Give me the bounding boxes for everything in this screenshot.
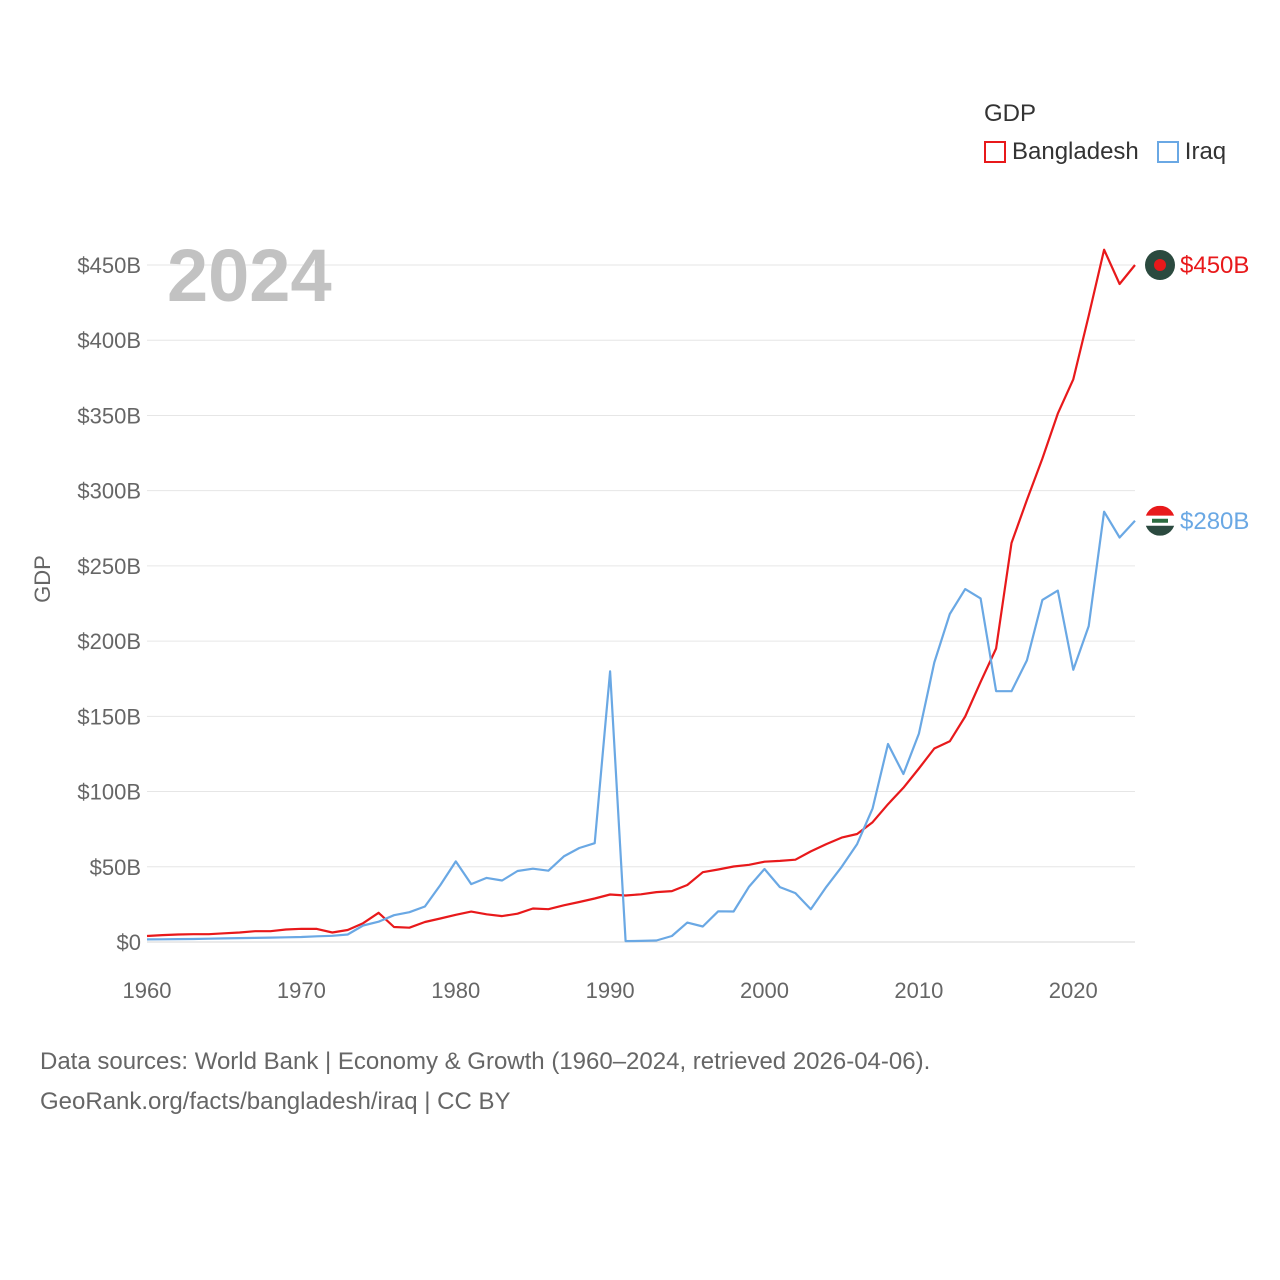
bangladesh-flag-disc [1154,259,1166,271]
attribution-link[interactable]: GeoRank.org/facts/bangladesh/iraq | CC B… [40,1088,511,1115]
y-tick-label: $0 [117,930,141,955]
x-tick-label: 2000 [740,978,789,1003]
x-tick-label: 1980 [431,978,480,1003]
x-axis-ticks: 1960 1970 1980 1990 2000 2010 2020 [123,978,1098,1003]
y-tick-label: $200B [77,629,141,654]
y-tick-label: $50B [90,855,141,880]
end-marker-iraq: $280B [1145,505,1249,536]
legend-item-bangladesh[interactable]: Bangladesh [984,138,1139,166]
legend-label-iraq: Iraq [1184,138,1227,165]
y-tick-label: $150B [77,704,141,729]
series-lines [146,248,1136,943]
x-tick-label: 2010 [894,978,943,1003]
end-value-label-iraq: $280B [1180,508,1249,535]
x-tick-label: 2020 [1049,978,1098,1003]
iraq-flag-icon [1145,505,1175,536]
series-end-labels: $450B $280B [1145,250,1249,536]
y-axis-ticks: $0 $50B $100B $150B $200B $250B $300B $350B $400… [77,253,141,955]
legend-swatch-bangladesh [984,141,1006,163]
legend: GDP Bangladesh Iraq [984,100,1226,166]
y-tick-label: $300B [77,479,141,504]
x-tick-label: 1960 [123,978,172,1003]
x-tick-label: 1990 [586,978,635,1003]
y-tick-label: $400B [77,328,141,353]
legend-swatch-iraq [1156,141,1179,163]
grid-lines [147,264,1135,943]
data-source-note: Data sources: World Bank | Economy & Gro… [40,1048,931,1075]
y-tick-label: $100B [77,780,141,805]
y-tick-label: $350B [77,403,141,428]
legend-item-iraq[interactable]: Iraq [1156,138,1227,166]
series-line-iraq [146,510,1136,943]
end-marker-bangladesh: $450B [1145,250,1249,280]
y-axis-label: GDP [30,555,55,603]
x-tick-label: 1970 [277,978,326,1003]
footer: Data sources: World Bank | Economy & Gro… [40,1042,930,1122]
legend-label-bangladesh: Bangladesh [1012,138,1139,165]
y-tick-label: $450B [77,253,141,278]
year-label: 2024 [167,234,332,317]
y-tick-label: $250B [77,554,141,579]
series-line-bangladesh [146,248,1136,938]
legend-title: GDP [984,100,1037,127]
end-value-label-bangladesh: $450B [1180,252,1249,279]
